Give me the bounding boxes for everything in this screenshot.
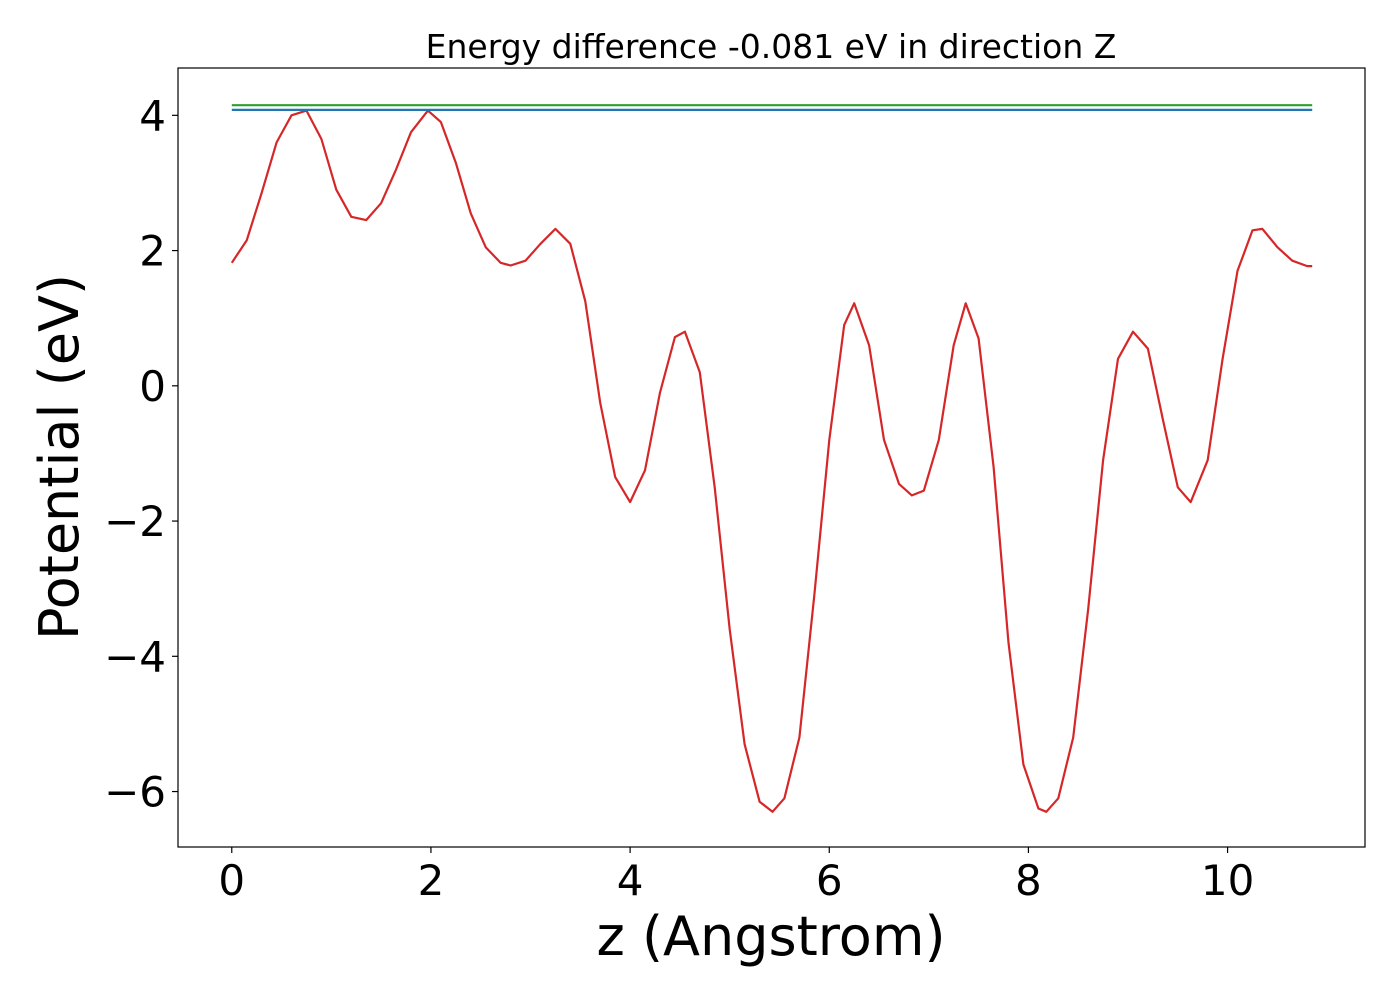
y-tick-label: 2 xyxy=(139,227,166,276)
x-axis-label: z (Angstrom) xyxy=(596,905,945,968)
x-tick-label: 2 xyxy=(418,856,445,905)
chart-title: Energy difference -0.081 eV in direction… xyxy=(426,27,1117,66)
y-axis-ticks: 4 2 0 −2 −4 −6 xyxy=(104,91,178,817)
x-axis-ticks: 0 2 4 6 8 10 xyxy=(218,847,1254,905)
y-tick-label: 0 xyxy=(139,362,166,411)
y-axis-label: Potential (eV) xyxy=(28,274,91,640)
x-tick-label: 6 xyxy=(816,856,843,905)
y-tick-label: −6 xyxy=(104,768,166,817)
plot-frame xyxy=(177,67,1366,848)
series-layer xyxy=(230,104,1313,813)
y-tick-label: −2 xyxy=(104,497,166,546)
x-tick-label: 8 xyxy=(1015,856,1042,905)
x-tick-label: 4 xyxy=(617,856,644,905)
y-tick-label: 4 xyxy=(139,91,166,140)
y-tick-label: −4 xyxy=(104,632,166,681)
series-line-0 xyxy=(230,109,1313,813)
x-tick-label: 0 xyxy=(218,856,245,905)
x-tick-label: 10 xyxy=(1201,856,1254,905)
